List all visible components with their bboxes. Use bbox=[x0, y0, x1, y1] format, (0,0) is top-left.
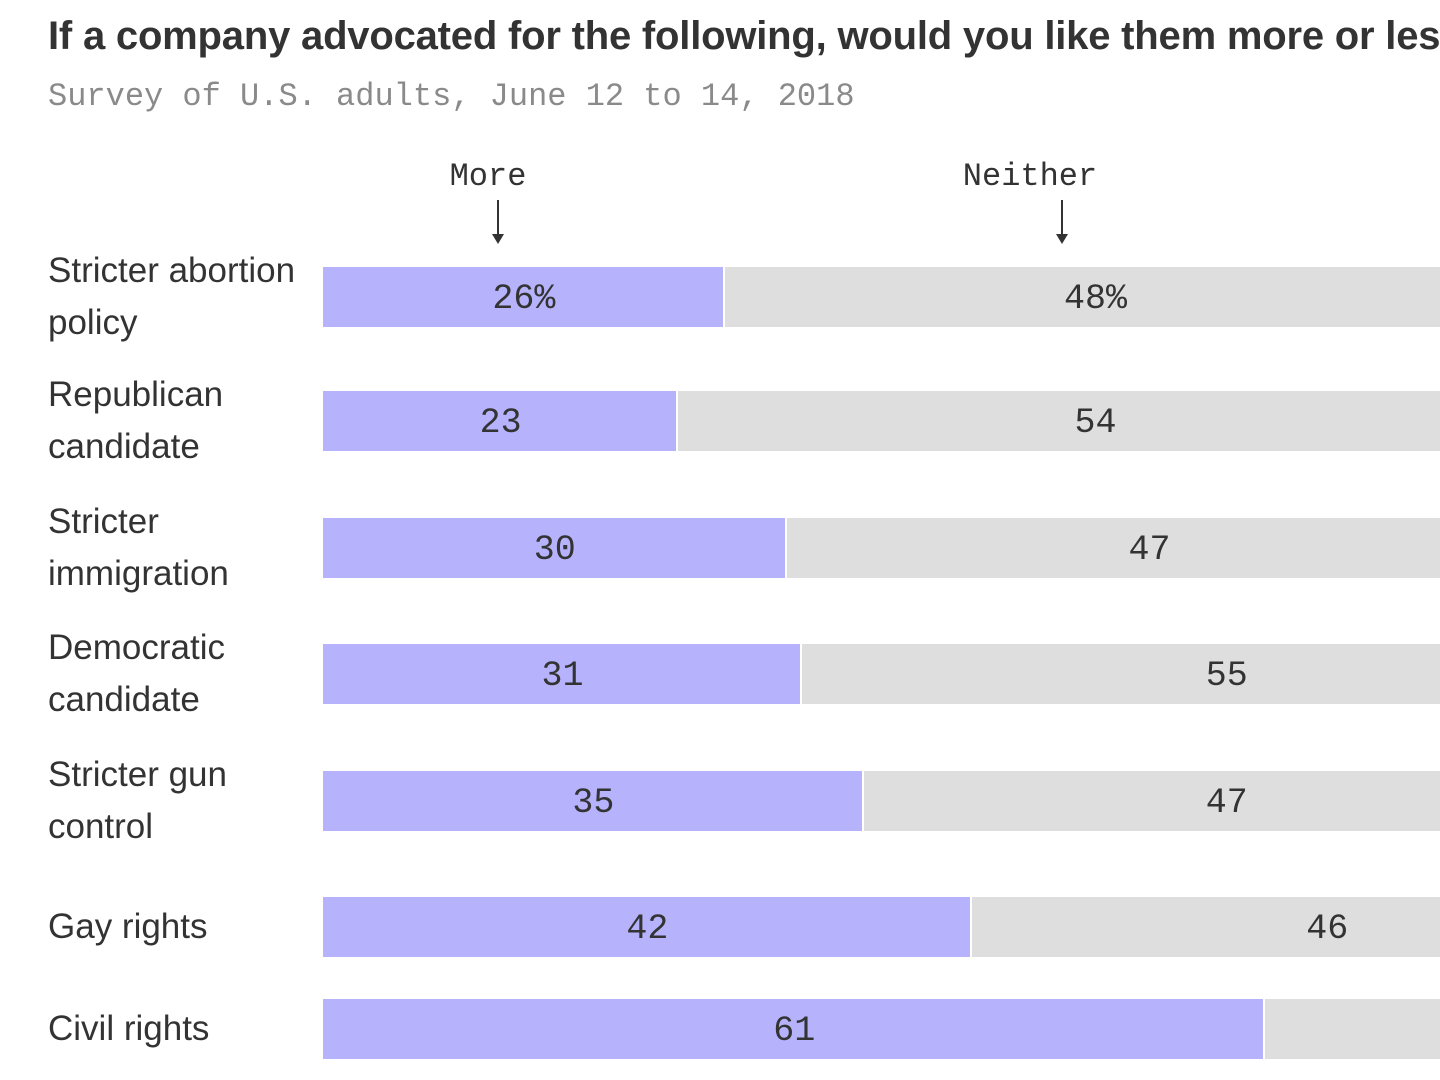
bar-neither bbox=[678, 391, 1440, 451]
chart-title: If a company advocated for the following… bbox=[48, 14, 1440, 58]
row-label: Democratic candidate bbox=[48, 628, 225, 719]
bar-neither bbox=[1265, 999, 1440, 1059]
bar-more bbox=[323, 999, 1264, 1059]
bar-neither-value-label: 54 bbox=[1074, 403, 1117, 443]
bar-more-value-label: 30 bbox=[533, 530, 576, 570]
bar-more-value-label: 35 bbox=[572, 783, 615, 823]
bar-more bbox=[323, 518, 785, 578]
row-label: Stricter immigration bbox=[48, 502, 229, 593]
row-label: Civil rights bbox=[48, 1009, 210, 1048]
bar-neither-value-label: 47 bbox=[1205, 783, 1248, 823]
bar-more bbox=[323, 644, 800, 704]
bar-more-value-label: 23 bbox=[479, 403, 522, 443]
bar-neither bbox=[786, 518, 1440, 578]
bar-neither-value-label: 47 bbox=[1128, 530, 1171, 570]
bar-more bbox=[323, 897, 970, 957]
bar-more-value-label: 26% bbox=[492, 279, 556, 319]
legend-more-arrow-icon bbox=[492, 200, 504, 244]
legend-more-label: More bbox=[449, 158, 527, 195]
bar-neither bbox=[801, 644, 1440, 704]
row-label: Stricter abortion policy bbox=[48, 251, 296, 342]
bar-neither-value-label: 55 bbox=[1205, 656, 1248, 696]
legend-neither-arrow-icon bbox=[1056, 200, 1068, 244]
bar-more-value-label: 31 bbox=[541, 656, 584, 696]
row-label: Republican candidate bbox=[48, 375, 224, 466]
legend-neither-label: Neither bbox=[962, 158, 1098, 195]
bar-more bbox=[323, 391, 677, 451]
bar-neither-value-label: 48% bbox=[1063, 279, 1128, 319]
row-label: Gay rights bbox=[48, 907, 208, 946]
bar-neither-value-label: 46 bbox=[1306, 909, 1349, 949]
bar-neither bbox=[724, 267, 1440, 327]
bar-more-value-label: 42 bbox=[626, 909, 669, 949]
bar-more-value-label: 61 bbox=[773, 1011, 816, 1051]
row-label: Stricter gun control bbox=[48, 755, 227, 846]
bar-neither bbox=[971, 897, 1440, 957]
chart-subtitle: Survey of U.S. adults, June 12 to 14, 20… bbox=[48, 78, 855, 115]
bar-neither bbox=[863, 771, 1440, 831]
bar-more bbox=[323, 267, 723, 327]
bar-more bbox=[323, 771, 862, 831]
